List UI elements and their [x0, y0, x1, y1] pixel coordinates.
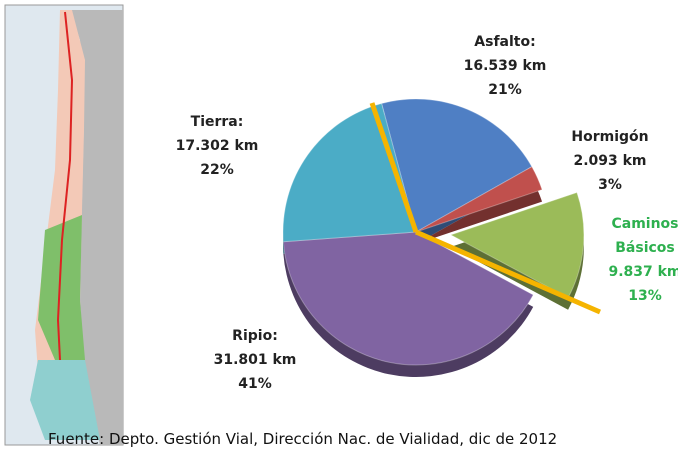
slice: [415, 166, 543, 233]
pie: [282, 98, 585, 378]
label-line: 13%: [628, 288, 662, 304]
label-line: 3%: [598, 177, 622, 193]
label-line: Asfalto:: [474, 34, 536, 50]
slice-label: Hormigón 2.093 km 3%: [571, 125, 648, 197]
label-line: 41%: [238, 376, 272, 392]
slice-label: Tierra: 17.302 km 22%: [176, 110, 259, 182]
label-line: 2.093 km: [573, 153, 647, 169]
slice-label: Caminos Básicos 9.837 km 13%: [608, 212, 678, 308]
label-line: Hormigón: [571, 129, 649, 145]
slice: [449, 191, 585, 299]
source: Fuente: Depto. Gestión Vial, Dirección N…: [48, 430, 558, 448]
divider-line: [369, 102, 419, 233]
label-line: 31.801 km: [213, 352, 297, 368]
label-line: Ripio:: [232, 328, 278, 344]
slice-label: Ripio: 31.801 km 41%: [214, 324, 297, 396]
label-line: 9.837 km: [608, 264, 678, 280]
label-line: Tierra:: [190, 114, 244, 130]
map: [4, 4, 124, 446]
label-line: Caminos Básicos: [611, 216, 678, 256]
label-line: 21%: [488, 82, 522, 98]
divider-line: [415, 229, 601, 315]
label-line: 16.539 km: [463, 58, 547, 74]
label-line: 17.302 km: [175, 138, 259, 154]
slice-label: Asfalto: 16.539 km 21%: [464, 30, 547, 102]
slice: [380, 98, 533, 233]
slice: [282, 231, 534, 366]
label-line: 22%: [200, 162, 234, 178]
